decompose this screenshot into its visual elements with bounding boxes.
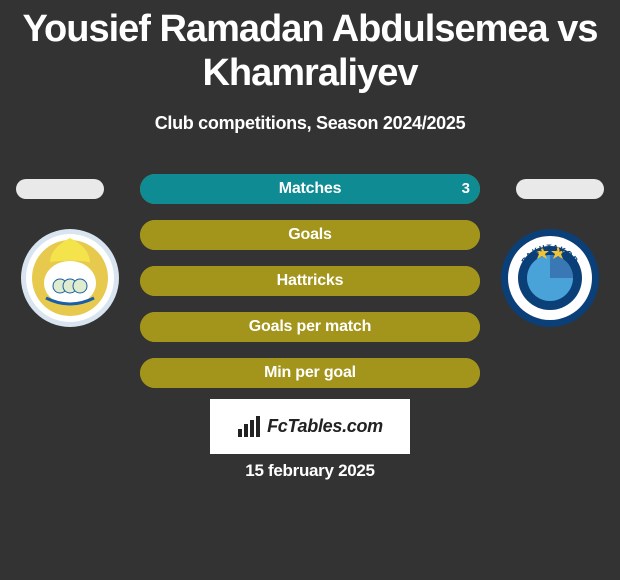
team-badge-left [20, 228, 120, 328]
date-label: 15 february 2025 [0, 461, 620, 481]
stat-bar: Goals [140, 220, 480, 250]
stat-bars: Matches3 Goals Hattricks Goals per match Min… [140, 174, 480, 404]
stat-value-right: 3 [462, 174, 470, 204]
subtitle: Club competitions, Season 2024/2025 [0, 113, 620, 134]
stat-label: Hattricks [140, 266, 480, 296]
stat-label: Min per goal [140, 358, 480, 388]
team-badge-right: PAKHTAKOR [500, 228, 600, 328]
brand-box: FcTables.com [210, 399, 410, 454]
stat-label: Matches [140, 174, 480, 204]
pill-right [516, 179, 604, 199]
bars-icon [237, 416, 263, 438]
stat-bar: Goals per match [140, 312, 480, 342]
stat-label: Goals [140, 220, 480, 250]
stat-label: Goals per match [140, 312, 480, 342]
stat-bar: Min per goal [140, 358, 480, 388]
stat-bar: Matches3 [140, 174, 480, 204]
page-title: Yousief Ramadan Abdulsemea vs Khamraliye… [0, 0, 620, 95]
pill-left [16, 179, 104, 199]
brand-text: FcTables.com [267, 416, 383, 437]
stat-bar: Hattricks [140, 266, 480, 296]
